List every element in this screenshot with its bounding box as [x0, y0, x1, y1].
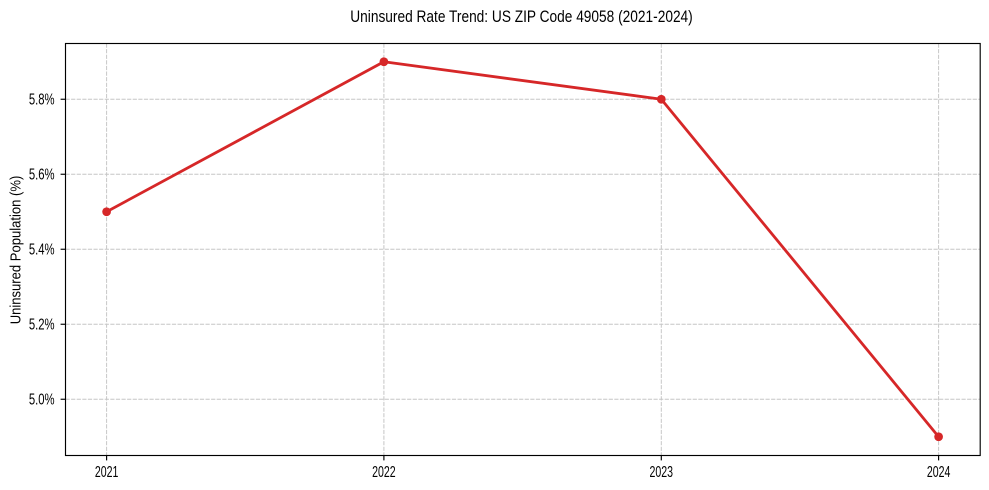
svg-text:5.8%: 5.8%	[29, 91, 55, 108]
svg-text:Uninsured Population (%): Uninsured Population (%)	[8, 176, 24, 325]
svg-text:2022: 2022	[372, 463, 396, 481]
svg-text:5.2%: 5.2%	[29, 316, 55, 333]
svg-text:2023: 2023	[650, 463, 674, 481]
svg-text:Uninsured Rate Trend: US ZIP C: Uninsured Rate Trend: US ZIP Code 49058 …	[350, 8, 692, 26]
svg-text:5.6%: 5.6%	[29, 166, 55, 183]
svg-text:5.0%: 5.0%	[29, 391, 55, 408]
svg-text:2021: 2021	[95, 463, 119, 481]
svg-text:5.4%: 5.4%	[29, 241, 55, 258]
svg-text:2024: 2024	[927, 463, 951, 481]
